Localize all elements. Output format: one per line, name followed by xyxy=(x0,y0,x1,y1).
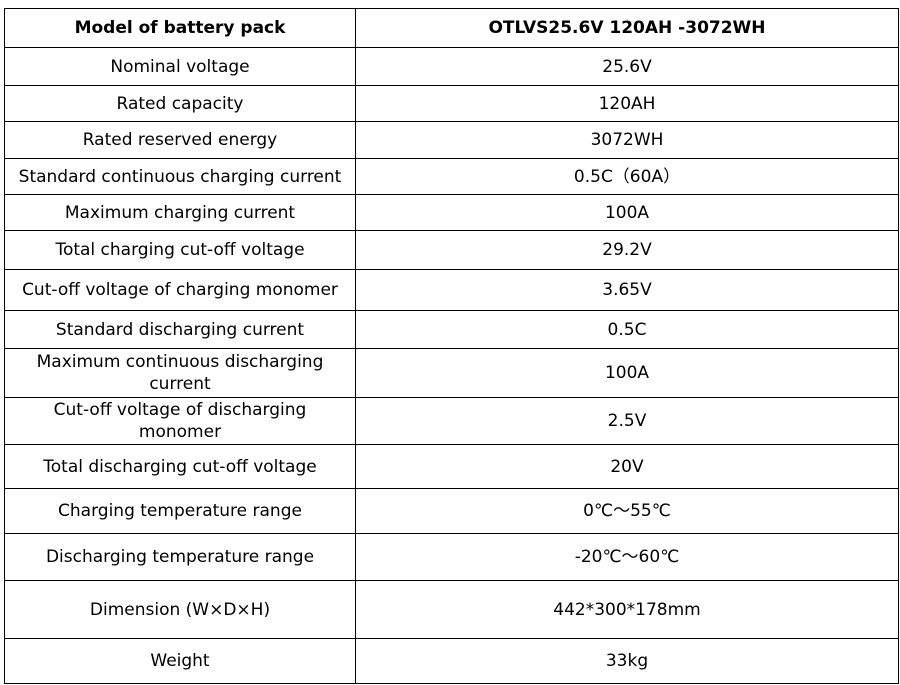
value-cell: -20℃～60℃ xyxy=(355,533,899,581)
table-row: Discharging temperature range -20℃～60℃ xyxy=(4,533,899,581)
cell-text: Discharging temperature range xyxy=(45,547,315,567)
table-row: Cut-off voltage of charging monomer 3.65V xyxy=(4,269,899,311)
cell-text: Rated capacity xyxy=(116,93,244,114)
table-row: Total discharging cut-off voltage 20V xyxy=(4,444,899,489)
cell-text: 100A xyxy=(604,202,650,223)
parameter-cell: Cut-off voltage of discharging monomer xyxy=(4,397,356,445)
cell-text: 20V xyxy=(610,456,644,477)
table-row: Rated capacity 120AH xyxy=(4,85,899,122)
value-cell: 20V xyxy=(355,444,899,489)
parameter-cell: Cut-off voltage of charging monomer xyxy=(4,269,356,311)
cell-text: Dimension (W×D×H) xyxy=(89,599,271,620)
value-cell: 0.5C（60A） xyxy=(355,158,899,195)
value-cell: 0.5C xyxy=(355,310,899,349)
cell-text: Maximum charging current xyxy=(64,202,296,223)
cell-text: Nominal voltage xyxy=(110,56,250,77)
table-body: Model of battery pack OTLVS25.6V 120AH -… xyxy=(4,8,899,684)
table-row: Standard continuous charging current 0.5C… xyxy=(4,158,899,195)
cell-text: 442*300*178mm xyxy=(553,599,701,620)
cell-text: -20℃～60℃ xyxy=(574,547,680,567)
table-row: Rated reserved energy 3072WH xyxy=(4,121,899,159)
table-row: Maximum charging current 100A xyxy=(4,194,899,231)
cell-text: 2.5V xyxy=(607,411,647,431)
parameter-cell: Maximum continuous discharging current xyxy=(4,348,356,398)
parameter-cell: Dimension (W×D×H) xyxy=(4,580,356,639)
parameter-cell: Standard discharging current xyxy=(4,310,356,349)
cell-text: 0.5C（60A） xyxy=(573,166,681,187)
parameter-cell: Total charging cut-off voltage xyxy=(4,230,356,270)
cell-text: 120AH xyxy=(598,93,656,114)
cell-text: 33kg xyxy=(605,651,649,671)
cell-text: Cut-off voltage of discharging monomer xyxy=(53,400,307,442)
value-cell: 3.65V xyxy=(355,269,899,311)
cell-text: 25.6V xyxy=(602,56,652,77)
value-cell: 2.5V xyxy=(355,397,899,445)
table-row: Dimension (W×D×H) 442*300*178mm xyxy=(4,580,899,639)
parameter-cell: Total discharging cut-off voltage xyxy=(4,444,356,489)
cell-text: Maximum continuous discharging current xyxy=(36,352,324,394)
parameter-cell: Nominal voltage xyxy=(4,47,356,86)
value-cell: 33kg xyxy=(355,638,899,684)
parameter-cell: Charging temperature range xyxy=(4,488,356,534)
table-row: Standard discharging current 0.5C xyxy=(4,310,899,349)
table-row: Charging temperature range 0℃～55℃ xyxy=(4,488,899,534)
value-cell: 25.6V xyxy=(355,47,899,86)
value-cell: 3072WH xyxy=(355,121,899,159)
value-cell: 0℃～55℃ xyxy=(355,488,899,534)
header-row: Model of battery pack OTLVS25.6V 120AH -… xyxy=(4,8,899,48)
header-cell: Model of battery pack xyxy=(4,8,356,48)
table-row: Weight 33kg xyxy=(4,638,899,684)
value-cell: 120AH xyxy=(355,85,899,122)
header-cell: OTLVS25.6V 120AH -3072WH xyxy=(355,8,899,48)
cell-text: 0℃～55℃ xyxy=(583,501,671,521)
spec-table: Model of battery pack OTLVS25.6V 120AH -… xyxy=(4,8,899,684)
parameter-cell: Discharging temperature range xyxy=(4,533,356,581)
table-row: Nominal voltage 25.6V xyxy=(4,47,899,86)
parameter-cell: Rated capacity xyxy=(4,85,356,122)
parameter-cell: Rated reserved energy xyxy=(4,121,356,159)
value-cell: 442*300*178mm xyxy=(355,580,899,639)
value-cell: 100A xyxy=(355,194,899,231)
cell-text: 100A xyxy=(604,363,650,383)
cell-text: 3.65V xyxy=(602,280,652,300)
parameter-cell: Maximum charging current xyxy=(4,194,356,231)
cell-text: 29.2V xyxy=(602,240,652,260)
cell-text: Weight xyxy=(150,651,210,671)
cell-text: 0.5C xyxy=(607,319,647,340)
value-cell: 100A xyxy=(355,348,899,398)
cell-text: 3072WH xyxy=(590,130,664,150)
cell-text: Cut-off voltage of charging monomer xyxy=(22,280,338,300)
parameter-cell: Weight xyxy=(4,638,356,684)
table-row: Cut-off voltage of discharging monomer 2.… xyxy=(4,397,899,445)
cell-text: Standard discharging current xyxy=(55,319,305,340)
parameter-cell: Standard continuous charging current xyxy=(4,158,356,195)
cell-text: Total charging cut-off voltage xyxy=(55,240,305,260)
cell-text: Charging temperature range xyxy=(58,501,302,521)
cell-text: Total discharging cut-off voltage xyxy=(43,456,317,477)
value-cell: 29.2V xyxy=(355,230,899,270)
cell-text: Rated reserved energy xyxy=(82,130,278,150)
cell-text: Standard continuous charging current xyxy=(18,166,342,187)
table-row: Maximum continuous discharging current 10… xyxy=(4,348,899,398)
table-row: Total charging cut-off voltage 29.2V xyxy=(4,230,899,270)
